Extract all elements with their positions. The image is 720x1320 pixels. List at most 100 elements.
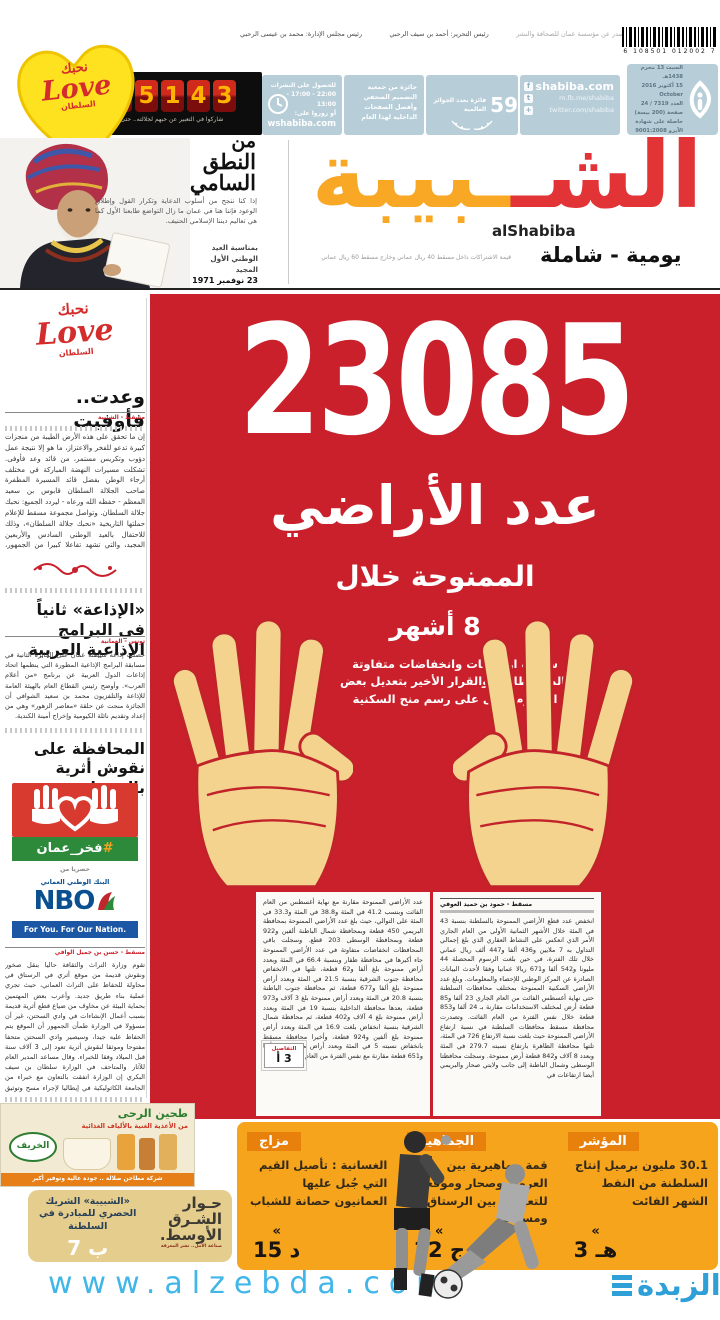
teaser-text: 30.1 مليون برميل إنتاج السلطنة من النفط … [574, 1158, 708, 1208]
article3-byline: مسقط - حسن بن جميل الوافي [5, 947, 145, 956]
article3-body: تقوم وزارة التراث والثقافة حاليا بنقل صخ… [5, 961, 145, 1092]
middle-east-dialogue-box: حـوار الشـرق الأوسط. صناعة الأمل.. نشر ا… [28, 1190, 232, 1262]
dialogue-title-line1: حـوار [182, 1194, 222, 1212]
column-divider [146, 298, 147, 1098]
date-gregorian: 15 أكتوبر 2016 October [641, 82, 683, 98]
alzebda-bars-icon [612, 1274, 632, 1296]
kharif-brand-logo: الخريف [9, 1132, 57, 1162]
hashtag-text: فخر_عمان [36, 841, 103, 856]
details-page-box: التفاصيل 3 أ [261, 1040, 307, 1071]
exclusive-label: حصريا من [60, 866, 90, 873]
hashtag-symbol: # [102, 841, 114, 856]
love-heart-badge: نحبك Love السلطان [5, 27, 151, 178]
counter-caption: شاركوا في التعبير عن حبهم لجلالته.. حتى … [95, 116, 224, 123]
flour-ad-title: طحين الرحى [117, 1107, 188, 1120]
royal-title-line2: النطق [202, 149, 256, 174]
issue-barcode: 6 108501 012002 7 [622, 27, 718, 55]
teaser-indicator: المؤشر 30.1 مليون برميل إنتاج السلطنة من… [558, 1122, 718, 1270]
flour-ad: طحين الرحى من الأغذية الغنية بالألياف ال… [0, 1103, 195, 1187]
lead-subhead-1: الممنوحة خلال [335, 560, 535, 593]
website-cell: shabiba.com m.fb.me/shabiba twitter.com/… [520, 75, 620, 135]
laurel-icon [451, 120, 493, 131]
royal-quote: إذا كنا ننجح من أسلوب الدعاية وتكرار الق… [95, 197, 257, 226]
exclusive-partner-text: «الشبيبة» الشريك الحصري للمبادرة في السل… [38, 1196, 137, 1260]
royal-title-line1: من [231, 130, 256, 152]
issue-info-box: السبت 13 محرم 1438هـ 15 أكتوبر 2016 Octo… [627, 64, 718, 135]
nbo-arabic-name: البنك الوطني العماني [40, 878, 110, 886]
dialogue-title: حـوار الشـرق الأوسط. صناعة الأمل.. نشر ا… [137, 1194, 222, 1256]
masthead-divider [288, 140, 289, 284]
iso-certification: حاصلة على شهادة الآيزو 9001:2008 [635, 118, 683, 134]
lead-article-column-right: مسقط - حمود بن حميد العوفي انخفض عدد قطع… [433, 892, 601, 1116]
clock-icon [268, 94, 288, 114]
flour-bowl-image [63, 1138, 111, 1170]
separator-dotted [5, 426, 145, 431]
social-icons: f t + [524, 82, 533, 115]
occasion-line1: بمناسبة العيد [211, 243, 258, 252]
heart-icon [17, 44, 135, 164]
lead-big-number: 23085 [238, 294, 636, 469]
barcode-bars [622, 27, 718, 47]
lead-article-column-left: عدد الأراضي الممنوحة مقارنة مع نهاية أغس… [256, 892, 430, 1116]
logo-yellow-part: ـبيبة [311, 122, 514, 229]
subs-times: 22:00 - 17:00 - 13:00 [286, 91, 336, 108]
pride-oman-graphic [12, 783, 138, 837]
separator-dotted [5, 1097, 145, 1102]
royal-speech-title: من النطق السامي [152, 130, 256, 194]
issue-number: العدد 7319 / 24 صفحة (200 بيسة) [634, 100, 683, 116]
pride-hashtag-strip: #فخر_عمان [12, 837, 138, 861]
alzebda-url: www.alzebda.com [48, 1266, 455, 1301]
lead-story-block: 23085 عدد الأراضي الممنوحة خلال 8 أشهر س… [150, 294, 720, 1119]
site-url: shabiba.com [535, 80, 614, 93]
sultan-photo [0, 138, 190, 288]
teaser-title-chip: مزاج [247, 1132, 301, 1151]
chevron-icon: « [272, 1224, 281, 1239]
lead-article-text-left: عدد الأراضي الممنوحة مقارنة مع نهاية أغس… [263, 898, 424, 1060]
logo-latin-name: alShabiba [492, 222, 576, 240]
flourish-ornament [33, 563, 117, 577]
dialogue-title-line3: الأوسط. [159, 1225, 222, 1244]
flour-packet-image [117, 1134, 135, 1170]
masthead-rule [0, 288, 720, 290]
subs-line1: للحصول على النشرات [270, 82, 336, 89]
officials-row: رئيس مجلس الإدارة: محمد بن عيسى الرحبي ر… [240, 30, 626, 38]
lead-headline: عدد الأراضي [270, 474, 600, 537]
chairman-credit: رئيس مجلس الإدارة: محمد بن عيسى الرحبي [240, 30, 363, 38]
dialogue-page-ref: ب 7 [67, 1236, 109, 1261]
flour-packet-image [159, 1134, 177, 1170]
nbo-logo: البنك الوطني العماني NBO [12, 878, 138, 916]
design-award-cell: جائزة من جمعية التصميم الصحفي وأفضل الصف… [344, 75, 424, 135]
alzebda-logo: الزبدة [612, 1268, 720, 1302]
editor-credit: رئيس التحرير: أحمد بن سيف الرحبي [389, 30, 489, 38]
article1-byline: مسقط - الشبيبة [5, 412, 145, 421]
nbo-sail-icon [98, 892, 116, 910]
flour-ad-subtitle: من الأغذية الغنية بالألياف الغذائية [81, 1122, 188, 1130]
awards-label: فائزة بعدد الجوائز العالمية [433, 97, 487, 113]
teaser-page-ref: « د 15 [253, 1224, 301, 1262]
separator-dotted [5, 728, 145, 733]
details-label: التفاصيل [271, 1046, 297, 1052]
article2-byline: تونس - العمانية [5, 636, 145, 645]
open-hand-illustration-right [453, 618, 636, 889]
lead-article-text-right: انخفض عدد قطع الأراضي الممنوحة بالسلطنة … [440, 917, 594, 1079]
occasion-date: 23 نوفمبر 1971 [192, 276, 258, 286]
royal-occasion: بمناسبة العيد الوطني الأول المجيد 23 نوف… [178, 243, 258, 287]
newspaper-logo: الشــبيبة [295, 127, 719, 225]
subscriptions-cell: للحصول على النشرات 22:00 - 17:00 - 13:00… [262, 75, 342, 135]
awards-number: 59 [490, 93, 518, 117]
article1-body: إن ما تحقق على هذه الأرض الطيبة من منجزا… [5, 433, 145, 550]
love-campaign-mark: نحبك Love السلطان [5, 295, 146, 390]
open-hand-illustration-left [170, 618, 353, 889]
teaser-mood: مزاج الغسانية : تأصيل القيم التي جُبل عل… [237, 1122, 397, 1270]
article2-headline: «الإذاعة» ثانياً في البرامج الإذاعية الع… [28, 600, 145, 659]
counter-digit: 5 [135, 80, 158, 112]
lead-subhead-2: 8 أشهر [389, 612, 481, 641]
barcode-digits: 6 108501 012002 7 [623, 48, 717, 55]
subscription-note: قيمة الاشتراكات داخل مسقط 40 ريال عماني … [321, 254, 511, 261]
teaser-text: الغسانية : تأصيل القيم التي جُبل عليها ا… [250, 1158, 388, 1208]
dialogue-title-line2: الشـرق [168, 1209, 222, 1228]
facebook-icon: f [524, 82, 533, 91]
occasion-line2: الوطني الأول [210, 253, 258, 263]
counter-digit: 1 [161, 80, 184, 112]
